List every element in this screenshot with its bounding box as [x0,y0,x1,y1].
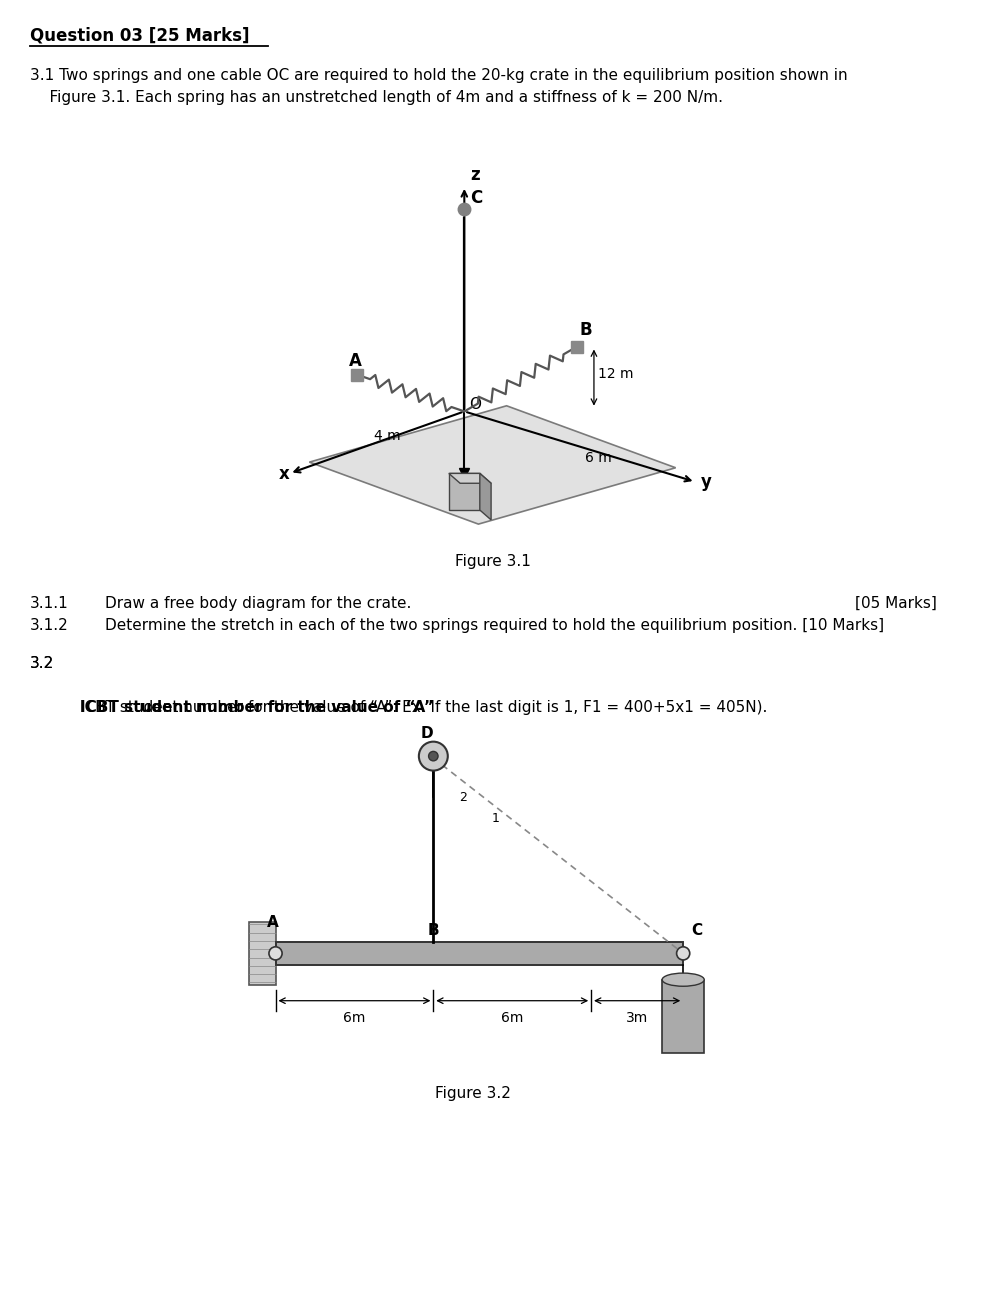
Text: A. The pulley at D is frictionless and the cylinder weighs {100+10A} N. (Use the: A. The pulley at D is frictionless and t… [80,679,917,693]
Text: Determine the tension in the cable and the horizontal and vertical components of: Determine the tension in the cable and t… [80,656,853,671]
Text: 3.1 Two springs and one cable OC are required to hold the 20-kg crate in the equ: 3.1 Two springs and one cable OC are req… [30,68,848,83]
Text: A: A [267,915,279,930]
Text: 6 m: 6 m [585,451,613,466]
Text: C: C [691,923,702,938]
Text: 6m: 6m [343,1011,365,1024]
Text: 3.1.2: 3.1.2 [30,618,69,633]
Text: Determine the tension in the cable and the horizontal and vertical components of: Determine the tension in the cable and t… [80,656,853,671]
Text: ICBT student number for the value of “A”: ICBT student number for the value of “A” [80,700,433,715]
Circle shape [269,947,282,960]
Text: A. The pulley at D is frictionless and the cylinder weighs {100+10A} N. (Use the: A. The pulley at D is frictionless and t… [80,679,917,693]
Text: ICBT student number for the value of “A”: ICBT student number for the value of “A” [80,700,433,715]
Text: 3.2: 3.2 [30,656,54,671]
Text: 1: 1 [492,811,499,825]
Text: ICBT student number for the value of “A”: ICBT student number for the value of “A” [80,700,433,715]
Text: A. The pulley at D is frictionless and the cylinder weighs {100+10A} N. (: A. The pulley at D is frictionless and t… [80,679,637,693]
Text: A. The pulley at D is frictionless and the cylinder weighs {100+10A} N. (: A. The pulley at D is frictionless and t… [80,679,637,693]
Text: Figure 3.1: Figure 3.1 [454,555,531,569]
Text: 3m: 3m [626,1011,648,1024]
Text: Figure 3.1. Each spring has an unstretched length of 4m and a stiffness of k = 2: Figure 3.1. Each spring has an unstretch… [30,89,723,105]
Polygon shape [662,980,704,1053]
Text: Figure 3.2: Figure 3.2 [434,1086,510,1101]
Circle shape [428,751,438,761]
Text: A. The pulley at D is frictionless and the cylinder weighs {100+10A} N. (Use the: A. The pulley at D is frictionless and t… [80,679,917,693]
Text: Determine the stretch in each of the two springs required to hold the equilibriu: Determine the stretch in each of the two… [105,618,885,633]
Text: x: x [279,466,289,483]
Text: Draw a free body diagram for the crate.: Draw a free body diagram for the crate. [105,596,412,611]
Text: B: B [580,321,593,339]
Text: [10 Marks]: [10 Marks] [855,722,937,736]
Text: 4 m: 4 m [374,429,401,443]
Text: z: z [470,166,480,184]
Polygon shape [449,473,480,510]
Text: C: C [470,189,483,206]
Polygon shape [249,922,276,985]
Text: ICBT student number for the value of “A”. Ex. If the last digit is 1, F1 = 400+5: ICBT student number for the value of “A”… [80,700,767,715]
Text: A: A [349,352,361,371]
Text: 12 m: 12 m [598,367,633,380]
Text: B: B [427,923,439,938]
Text: 6m: 6m [501,1011,523,1024]
Polygon shape [480,473,492,519]
FancyBboxPatch shape [79,650,949,750]
Circle shape [419,742,448,771]
Polygon shape [449,473,492,484]
Text: y: y [701,473,712,492]
Text: Question 03 [25 Marks]: Question 03 [25 Marks] [30,26,249,43]
Text: 3.1.1: 3.1.1 [30,596,69,611]
Text: O: O [470,397,482,412]
Text: [10 Marks]: [10 Marks] [855,722,937,736]
Text: ICBT student number for the value of “A”. Ex. If the last digit is 1, F1 = 400+5: ICBT student number for the value of “A”… [80,700,767,715]
Text: A. The pulley at D is frictionless and the cylinder weighs {100+10A} N. (: A. The pulley at D is frictionless and t… [80,679,637,693]
Ellipse shape [662,973,704,986]
Polygon shape [276,942,684,965]
Text: 2: 2 [460,790,468,803]
Text: 3.2: 3.2 [30,656,54,671]
Text: [05 Marks]: [05 Marks] [855,596,937,611]
Polygon shape [309,406,676,525]
Text: D: D [421,726,432,740]
Circle shape [677,947,690,960]
